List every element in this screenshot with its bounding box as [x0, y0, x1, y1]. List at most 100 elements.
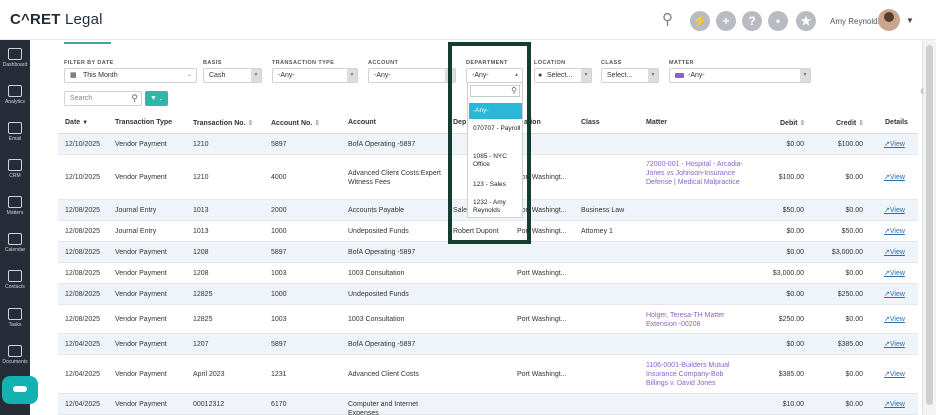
view-link-label: View: [889, 270, 905, 277]
sidebar-item-email[interactable]: Email: [0, 122, 30, 142]
sidebar-item-analytics[interactable]: Analytics: [0, 85, 30, 105]
cell-trans-no: 1208: [193, 270, 209, 277]
app-logo[interactable]: C^RET Legal: [10, 11, 103, 28]
external-link-icon: ↗: [884, 316, 890, 323]
cell-date: 12/10/2025: [65, 174, 101, 181]
department-option[interactable]: 070707 - Payroll: [473, 125, 521, 132]
cell-matter[interactable]: 72000-001 - Hospital - Arcadia-Jones vs …: [646, 160, 743, 186]
transaction-type-select[interactable]: -Any- ▼: [272, 68, 358, 83]
department-option[interactable]: 1085 - NYC Office: [473, 153, 507, 168]
table-row[interactable]: 12/04/2025 Vendor Payment 00012312 6170 Comp…: [58, 394, 918, 415]
class-select[interactable]: Select... ▼: [601, 68, 659, 83]
cell-class: Attorney 1: [581, 228, 613, 235]
department-option[interactable]: 1232 - Amy Reynolds: [473, 199, 506, 214]
header-account[interactable]: Account: [348, 119, 376, 126]
account-select[interactable]: -Any- ▼: [368, 68, 456, 83]
table-row[interactable]: 12/04/2025 Vendor Payment 1207 5897 BofA Ope…: [58, 334, 918, 355]
view-link[interactable]: ↗View: [884, 248, 905, 256]
header-debit[interactable]: Debit ⇕: [780, 119, 805, 127]
chevron-down-icon: ⌄: [186, 72, 192, 78]
cell-loc: Port Washingt...: [517, 316, 567, 323]
view-link[interactable]: ↗View: [884, 269, 905, 277]
matter-select[interactable]: -Any- ▼: [669, 68, 811, 83]
header-credit[interactable]: Credit ⇕: [836, 119, 864, 127]
sidebar-item-label: Documents: [2, 359, 28, 365]
table-row[interactable]: 12/08/2025 Vendor Payment 1208 5897 BofA Ope…: [58, 242, 918, 263]
scroll-thumb[interactable]: [926, 45, 933, 405]
chat-widget-button[interactable]: [2, 376, 38, 404]
view-link[interactable]: ↗View: [884, 227, 905, 235]
header-location[interactable]: ation: [524, 119, 541, 126]
cell-account-no: 4000: [271, 174, 287, 181]
sidebar-item-documents[interactable]: Documents: [0, 345, 30, 365]
header-account-no[interactable]: Account No. ⇕: [271, 119, 320, 127]
cell-debit: $0.00: [786, 341, 804, 348]
view-link[interactable]: ↗View: [884, 400, 905, 408]
search-placeholder: Search: [70, 95, 93, 102]
view-link[interactable]: ↗View: [884, 370, 905, 378]
page-scrollbar[interactable]: [922, 40, 936, 415]
cell-date: 12/08/2025: [65, 291, 101, 298]
department-option[interactable]: -Any-: [469, 103, 522, 119]
sidebar-item-matters[interactable]: Matters: [0, 196, 30, 216]
star-icon[interactable]: ★: [796, 11, 816, 31]
view-link[interactable]: ↗View: [884, 315, 905, 323]
search-input[interactable]: Search ⚲: [64, 91, 142, 106]
help-icon[interactable]: ?: [742, 11, 762, 31]
avatar[interactable]: [878, 9, 900, 31]
cell-type: Vendor Payment: [115, 401, 167, 408]
table-row[interactable]: 12/04/2025 Vendor Payment April 2023 1231 Ad…: [58, 355, 918, 394]
location-select[interactable]: ● Select... ▼: [534, 68, 592, 83]
cell-date: 12/10/2025: [65, 141, 101, 148]
cell-credit: $50.00: [841, 228, 863, 235]
cell-account-no: 1000: [271, 291, 287, 298]
sidebar-item-crm[interactable]: CRM: [0, 159, 30, 179]
view-link[interactable]: ↗View: [884, 140, 905, 148]
sidebar-item-calendar[interactable]: Calendar: [0, 233, 30, 253]
cell-debit: $0.00: [786, 228, 804, 235]
table-row[interactable]: 12/08/2025 Vendor Payment 12825 1000 Undepos…: [58, 284, 918, 305]
view-link[interactable]: ↗View: [884, 340, 905, 348]
department-dropdown-panel[interactable]: ⚲ -Any- 070707 - Payroll 1085 - NYC Office…: [467, 82, 523, 218]
search-icon: ⚲: [131, 93, 138, 103]
sort-desc-icon: ▼: [82, 120, 89, 126]
sidebar-item-contacts[interactable]: Contacts: [0, 270, 30, 290]
header-department[interactable]: Dep: [453, 119, 467, 126]
department-search-input[interactable]: ⚲: [470, 85, 520, 97]
department-highlight-box: [448, 42, 531, 244]
cell-loc: Port Washingt...: [517, 228, 567, 235]
user-name[interactable]: Amy Reynolds: [830, 17, 882, 26]
date-filter-select[interactable]: ▦ This Month ⌄: [64, 68, 197, 83]
logo-text: Legal: [60, 11, 103, 28]
sidebar-item-tasks[interactable]: Tasks: [0, 308, 30, 328]
cell-credit: $0.00: [845, 174, 863, 181]
header-class[interactable]: Class: [581, 119, 600, 126]
lightning-icon[interactable]: ⚡: [690, 11, 710, 31]
search-icon[interactable]: ⚲: [662, 11, 673, 28]
department-option[interactable]: 123 - Sales: [473, 181, 506, 188]
cell-matter[interactable]: Holger, Teresa-TH Matter Extension -0020…: [646, 311, 725, 328]
table-row[interactable]: 12/08/2025 Vendor Payment 12825 1003 1003 Co…: [58, 305, 918, 334]
table-row[interactable]: 12/08/2025 Vendor Payment 1208 1003 1003 Con…: [58, 263, 918, 284]
external-link-icon: ↗: [884, 207, 890, 214]
chevron-left-icon[interactable]: ‹: [920, 82, 925, 98]
cell-account: Advanced Client Costs: [348, 371, 419, 378]
cell-loc: Port Washingt...: [517, 207, 567, 214]
header-date[interactable]: Date ▼: [65, 119, 88, 126]
header-transaction-type[interactable]: Transaction Type: [115, 119, 173, 126]
basis-select[interactable]: Cash ▼: [203, 68, 262, 83]
view-link[interactable]: ↗View: [884, 206, 905, 214]
cell-matter[interactable]: 1106-0001-Builders Mutual Insurance Comp…: [646, 362, 730, 387]
cell-date: 12/08/2025: [65, 316, 101, 323]
view-link[interactable]: ↗View: [884, 290, 905, 298]
chevron-down-icon[interactable]: ▼: [906, 16, 914, 25]
header-matter[interactable]: Matter: [646, 119, 668, 126]
filter-button[interactable]: ▼ ⌄: [145, 91, 168, 106]
plus-icon[interactable]: +: [716, 11, 736, 31]
header-transaction-no[interactable]: Transaction No. ⇕: [193, 119, 253, 127]
cell-trans-no: 1210: [193, 174, 209, 181]
cell-debit: $100.00: [778, 174, 804, 181]
sidebar-item-dashboard[interactable]: Dashboard: [0, 48, 30, 68]
chat-icon[interactable]: •: [768, 11, 788, 31]
view-link[interactable]: ↗View: [884, 173, 905, 181]
